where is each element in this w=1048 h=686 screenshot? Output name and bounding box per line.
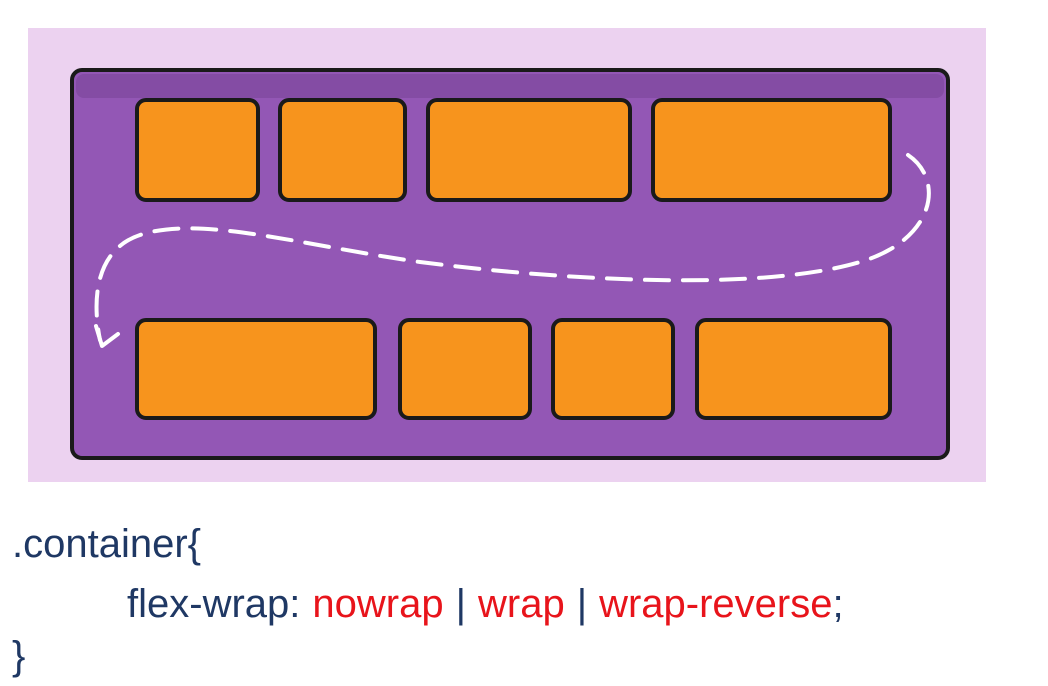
bottom-row <box>135 318 892 420</box>
flex-item <box>278 98 407 202</box>
flex-item <box>135 98 260 202</box>
flex-item <box>426 98 632 202</box>
selector: .container{ <box>12 522 202 566</box>
container-shade <box>76 74 944 98</box>
code-line: } <box>12 632 25 680</box>
top-row <box>135 98 892 202</box>
flex-item <box>398 318 532 420</box>
value: wrap <box>477 582 565 626</box>
flex-wrap-illustration <box>28 28 986 482</box>
flex-item <box>695 318 892 420</box>
code-line: flex-wrap: nowrap | wrap | wrap-reverse; <box>127 580 844 628</box>
property: flex-wrap: <box>127 582 301 626</box>
separator: | <box>576 582 588 626</box>
closing-brace: } <box>12 634 26 678</box>
separator: | <box>455 582 466 626</box>
flex-item <box>651 98 892 202</box>
code-line: .container{ <box>12 520 201 568</box>
flex-item <box>551 318 675 420</box>
flex-item <box>135 318 377 420</box>
value: nowrap <box>312 582 444 626</box>
terminator: ; <box>832 582 844 626</box>
value: wrap-reverse <box>599 582 833 626</box>
arrow-head <box>94 324 120 348</box>
wrap-arrow <box>94 153 931 342</box>
